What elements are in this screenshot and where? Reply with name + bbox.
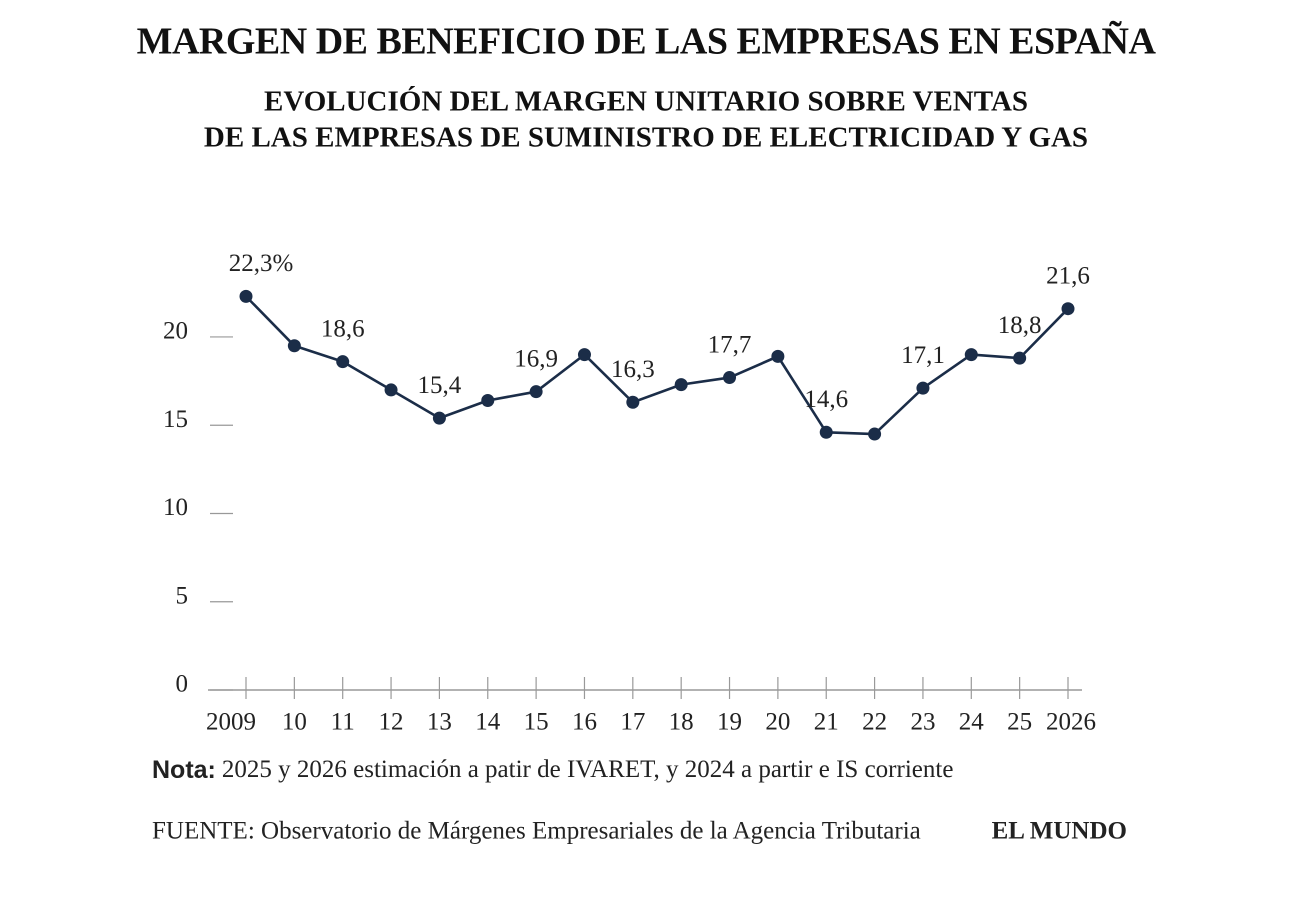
point: [432, 411, 446, 425]
x-tick-label: 16: [572, 709, 597, 736]
data-label: 16,3: [611, 356, 655, 383]
x-tick-label: 11: [331, 709, 355, 736]
y-tick-label: 20: [163, 318, 188, 345]
point: [239, 289, 253, 303]
x-tick-label: 23: [910, 709, 935, 736]
brand: EL MUNDO: [992, 818, 1127, 845]
point: [577, 348, 591, 362]
x-tick-label: 15: [524, 709, 549, 736]
point: [384, 383, 398, 397]
point: [336, 355, 350, 369]
point: [1013, 351, 1027, 365]
note-label: Nota:: [152, 756, 216, 784]
data-label: 22,3%: [229, 250, 294, 277]
x-tick-label: 18: [669, 709, 694, 736]
y-tick-label: 0: [176, 671, 189, 698]
x-tick-label: 24: [959, 709, 985, 736]
point: [626, 395, 640, 409]
data-label: 14,6: [804, 386, 848, 413]
x-tick-label: 10: [282, 709, 307, 736]
x-tick-label: 19: [717, 709, 742, 736]
point: [481, 394, 495, 408]
x-tick-label: 22: [862, 709, 887, 736]
note: Nota: 2025 y 2026 estimación a patir de I…: [152, 756, 953, 784]
x-tick-label: 2009: [206, 709, 256, 736]
chart-subtitle: DE LAS EMPRESAS DE SUMINISTRO DE ELECTRI…: [204, 122, 1088, 154]
point: [868, 427, 882, 441]
data-label: 16,9: [514, 345, 558, 372]
data-label: 18,6: [321, 315, 365, 342]
data-label: 18,8: [998, 312, 1042, 339]
source: FUENTE: Observatorio de Márgenes Empresa…: [152, 818, 921, 845]
data-label: 15,4: [418, 372, 462, 399]
x-tick-label: 21: [814, 709, 839, 736]
y-tick-label: 5: [176, 582, 189, 609]
point: [819, 425, 833, 439]
x-tick-label: 20: [765, 709, 790, 736]
point: [674, 378, 688, 392]
x-tick-label: 13: [427, 709, 452, 736]
y-tick-label: 15: [163, 406, 188, 433]
data-label: 17,1: [901, 342, 945, 369]
x-tick-label: 25: [1007, 709, 1032, 736]
x-tick-label: 14: [475, 709, 501, 736]
chart-title: MARGEN DE BENEFICIO DE LAS EMPRESAS EN E…: [137, 21, 1157, 63]
x-tick-label: 2026: [1046, 709, 1096, 736]
y-tick-label: 10: [163, 494, 188, 521]
note-text: 2025 y 2026 estimación a patir de IVARET…: [222, 756, 954, 783]
point: [771, 349, 785, 363]
x-tick-label: 12: [379, 709, 404, 736]
chart-subtitle: EVOLUCIÓN DEL MARGEN UNITARIO SOBRE VENT…: [264, 85, 1028, 118]
point: [1061, 302, 1075, 316]
point: [287, 339, 301, 353]
data-label: 17,7: [708, 331, 752, 358]
line: [245, 295, 1069, 436]
data-label: 21,6: [1046, 262, 1090, 289]
point: [916, 381, 930, 395]
x-tick-label: 17: [620, 709, 645, 736]
point: [529, 385, 543, 399]
point: [964, 348, 978, 362]
point: [723, 371, 737, 385]
